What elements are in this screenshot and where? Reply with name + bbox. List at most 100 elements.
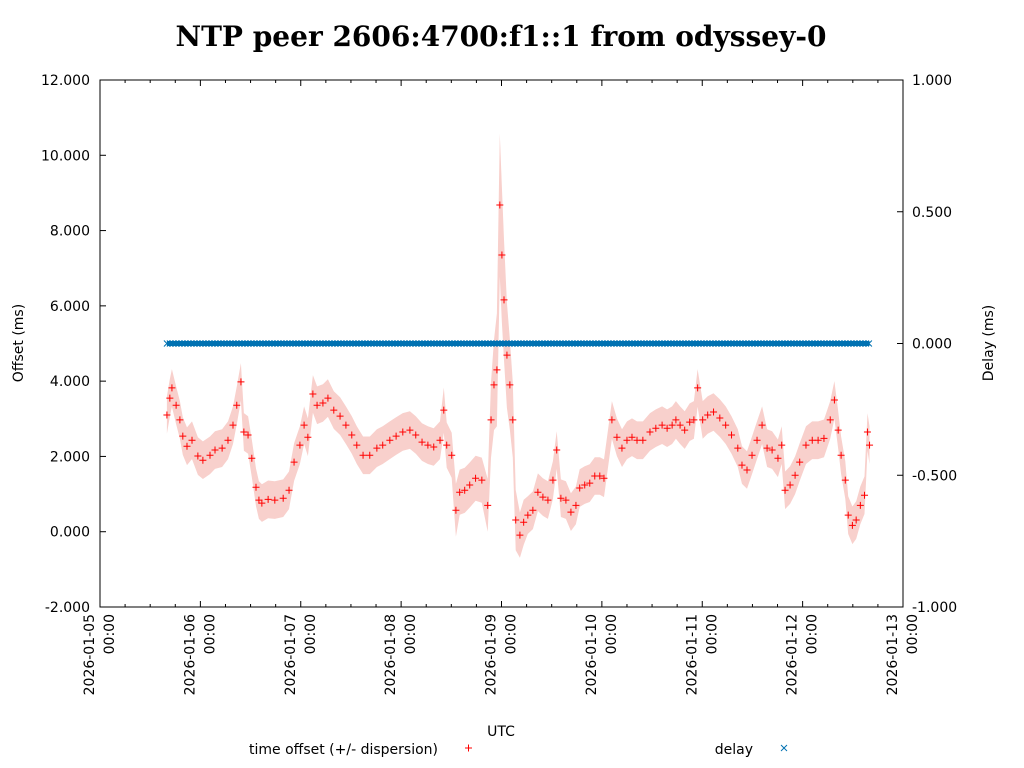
offset-point: [623, 436, 631, 444]
x-tick-date: 2026-01-05: [82, 614, 98, 695]
offset-point: [290, 458, 298, 466]
offset-point: [628, 433, 636, 441]
delay-point: [511, 340, 519, 347]
x-axis-label: UTC: [487, 724, 515, 740]
delay-point: [694, 340, 702, 347]
delay-point: [649, 340, 657, 347]
delay-point: [508, 340, 516, 347]
delay-point: [460, 340, 468, 347]
offset-point: [863, 428, 871, 436]
offset-point: [734, 444, 742, 452]
delay-point: [604, 340, 612, 347]
delay-point: [367, 340, 375, 347]
offset-point: [248, 454, 256, 462]
delay-point: [526, 340, 534, 347]
offset-point: [183, 442, 191, 450]
legend-delay-marker: [780, 744, 788, 752]
delay-point: [292, 340, 300, 347]
offset-point: [168, 384, 176, 392]
delay-point: [697, 340, 705, 347]
delay-point: [223, 340, 231, 347]
offset-point: [240, 428, 248, 436]
delay-point: [562, 340, 570, 347]
legend: time offset (+/- dispersion) delay: [249, 742, 788, 758]
x-tick-date: 2026-01-13: [885, 614, 901, 695]
x-tick-time: 00:00: [604, 614, 620, 654]
delay-point: [394, 340, 402, 347]
offset-point: [487, 416, 495, 424]
delay-point: [808, 340, 816, 347]
delay-point: [505, 340, 513, 347]
delay-point: [163, 340, 171, 347]
offset-point: [319, 399, 327, 407]
delay-point: [514, 340, 522, 347]
offset-point: [681, 426, 689, 434]
x-tick-date: 2026-01-11: [684, 614, 700, 695]
delay-point: [277, 340, 285, 347]
y-tick-label: 2.000: [50, 449, 90, 465]
delay-point: [724, 340, 732, 347]
delay-point: [211, 340, 219, 347]
offset-point: [271, 496, 279, 504]
legend-delay-label: delay: [715, 742, 753, 758]
delay-point: [544, 340, 552, 347]
x-tick-time: 00:00: [704, 614, 720, 654]
delay-point: [703, 340, 711, 347]
offset-point: [676, 421, 684, 429]
y-tick-label: 6.000: [50, 299, 90, 315]
delay-point: [682, 340, 690, 347]
delay-point: [340, 340, 348, 347]
delay-point: [466, 340, 474, 347]
delay-point: [238, 340, 246, 347]
delay-point: [310, 340, 318, 347]
offset-point: [814, 436, 822, 444]
delay-point: [853, 340, 861, 347]
delay-point: [760, 340, 768, 347]
delay-point: [502, 340, 510, 347]
offset-point: [224, 436, 232, 444]
offset-point: [366, 451, 374, 459]
delay-point: [250, 340, 258, 347]
delay-point: [637, 340, 645, 347]
delay-point: [448, 340, 456, 347]
delay-point: [628, 340, 636, 347]
delay-point: [622, 340, 630, 347]
delay-point: [268, 340, 276, 347]
delay-point: [712, 340, 720, 347]
offset-point: [176, 416, 184, 424]
delay-point: [202, 340, 210, 347]
offset-point: [509, 416, 517, 424]
delay-point: [325, 340, 333, 347]
delay-point: [496, 340, 504, 347]
offset-point: [506, 381, 514, 389]
delay-point: [556, 340, 564, 347]
delay-point: [253, 340, 261, 347]
offset-point: [618, 444, 626, 452]
delay-point: [646, 340, 654, 347]
delay-point: [598, 340, 606, 347]
delay-point: [433, 340, 441, 347]
y2-tick-label: 1.000: [912, 73, 952, 89]
offset-point: [206, 451, 214, 459]
delay-point: [865, 340, 873, 347]
delay-point: [283, 340, 291, 347]
offset-point: [581, 481, 589, 489]
delay-point: [463, 340, 471, 347]
delay-point: [499, 340, 507, 347]
offset-point: [572, 501, 580, 509]
delay-point: [382, 340, 390, 347]
offset-point: [373, 444, 381, 452]
delay-point: [775, 340, 783, 347]
delay-point: [769, 340, 777, 347]
y-tick-label: 10.000: [41, 148, 90, 164]
offset-point: [452, 506, 460, 514]
delay-point: [718, 340, 726, 347]
offset-point: [834, 426, 842, 434]
offset-point: [830, 396, 838, 404]
offset-point: [199, 456, 207, 464]
offset-point: [309, 390, 317, 398]
delay-point: [436, 340, 444, 347]
delay-point: [319, 340, 327, 347]
delay-point: [451, 340, 459, 347]
offset-point: [500, 296, 508, 304]
